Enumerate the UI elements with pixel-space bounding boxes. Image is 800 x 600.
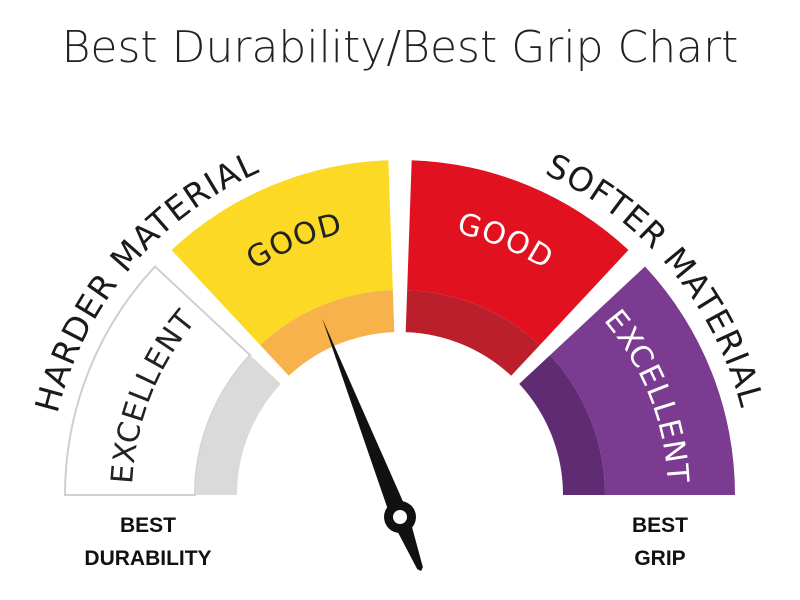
segment bbox=[171, 160, 393, 346]
segment-inner-band bbox=[405, 290, 540, 376]
title: Best Durability/Best Grip Chart bbox=[62, 22, 739, 73]
needle-hub-center bbox=[393, 510, 407, 524]
footer-left-line2: DURABILITY bbox=[84, 547, 211, 570]
segment bbox=[407, 160, 629, 346]
footer-left-line1: BEST bbox=[120, 514, 176, 537]
needle bbox=[322, 318, 423, 572]
footer-right-line1: BEST bbox=[632, 514, 688, 537]
footer-right-line2: GRIP bbox=[634, 547, 685, 570]
segment-inner-band bbox=[195, 355, 281, 495]
segment bbox=[549, 266, 735, 495]
segment-inner-band bbox=[519, 355, 605, 495]
